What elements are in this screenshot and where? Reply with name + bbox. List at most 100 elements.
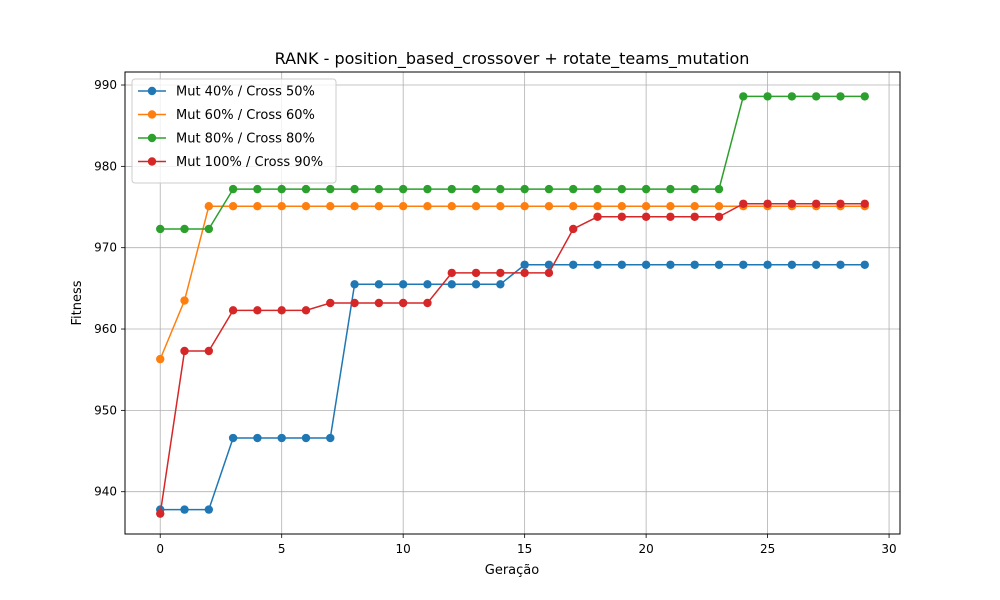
data-point — [277, 306, 286, 315]
legend-marker — [147, 86, 157, 96]
data-point — [228, 202, 238, 211]
x-tick-label: 15 — [517, 542, 532, 556]
data-point — [811, 260, 821, 269]
data-point — [350, 202, 359, 211]
y-tick-label: 950 — [94, 403, 117, 417]
data-point — [496, 280, 505, 289]
data-point — [471, 268, 481, 278]
data-point — [569, 202, 578, 211]
data-point — [520, 202, 529, 211]
data-point — [520, 268, 529, 278]
data-point — [496, 184, 505, 194]
data-point — [277, 202, 286, 211]
data-point — [398, 298, 408, 308]
data-point — [860, 260, 869, 269]
data-point — [471, 202, 481, 211]
data-point — [690, 202, 699, 211]
data-point — [423, 280, 432, 289]
data-point — [326, 202, 335, 211]
x-axis-label: Geração — [485, 563, 539, 578]
data-point — [301, 433, 311, 443]
data-point — [350, 298, 359, 308]
data-point — [811, 199, 821, 208]
data-point — [520, 260, 529, 269]
series-layer — [156, 92, 869, 518]
data-point — [714, 202, 724, 211]
data-point — [374, 280, 384, 289]
data-point — [398, 280, 408, 289]
data-point — [253, 306, 262, 315]
data-point — [398, 184, 408, 194]
y-tick-label: 970 — [94, 241, 117, 255]
data-point — [593, 260, 602, 269]
data-point — [569, 224, 578, 234]
data-point — [180, 505, 189, 514]
legend-item: Mut 40% / Cross 50% — [138, 85, 315, 100]
data-point — [180, 296, 189, 305]
x-tick-label: 30 — [881, 542, 896, 556]
data-point — [156, 509, 165, 518]
series-4 — [156, 199, 869, 518]
data-point — [739, 199, 748, 208]
data-point — [253, 433, 262, 443]
data-point — [520, 184, 529, 194]
data-point — [544, 268, 554, 278]
data-point — [447, 268, 456, 278]
data-point — [204, 505, 214, 514]
data-point — [593, 184, 602, 194]
data-point — [666, 184, 675, 194]
data-point — [544, 202, 554, 211]
y-axis: 940 950 960 970 980 990 — [94, 78, 125, 499]
data-point — [714, 260, 724, 269]
data-point — [374, 184, 384, 194]
series-2 — [156, 202, 869, 364]
legend-label: Mut 80% / Cross 80% — [176, 132, 315, 147]
data-point — [447, 184, 456, 194]
legend-marker — [147, 133, 157, 143]
data-point — [180, 346, 189, 356]
x-axis: 0 5 10 15 20 25 30 — [156, 534, 897, 556]
y-axis-label: Fitness — [70, 280, 85, 325]
data-point — [228, 184, 238, 194]
data-point — [374, 202, 384, 211]
series-3 — [156, 92, 869, 234]
data-point — [690, 260, 699, 269]
data-point — [617, 260, 627, 269]
data-point — [423, 202, 432, 211]
data-point — [763, 199, 772, 208]
data-point — [447, 202, 456, 211]
legend: Mut 40% / Cross 50% Mut 60% / Cross 60% Mu… — [131, 78, 337, 184]
data-point — [617, 184, 627, 194]
data-point — [496, 202, 505, 211]
series-1 — [156, 260, 869, 514]
data-point — [787, 199, 797, 208]
data-point — [156, 224, 165, 234]
data-point — [641, 212, 651, 221]
x-tick-label: 5 — [278, 542, 286, 556]
data-point — [326, 298, 335, 308]
data-point — [544, 184, 554, 194]
data-point — [277, 433, 286, 443]
x-tick-label: 25 — [760, 542, 775, 556]
data-point — [398, 202, 408, 211]
data-point — [787, 92, 797, 101]
data-point — [496, 268, 505, 278]
data-point — [641, 202, 651, 211]
data-point — [763, 260, 772, 269]
legend-item: Mut 100% / Cross 90% — [138, 155, 323, 170]
data-point — [836, 92, 845, 101]
data-point — [350, 184, 359, 194]
data-point — [739, 260, 748, 269]
legend-label: Mut 60% / Cross 60% — [176, 108, 315, 123]
data-point — [714, 212, 724, 221]
data-point — [204, 224, 214, 234]
data-point — [714, 184, 724, 194]
legend-marker — [147, 110, 157, 119]
data-point — [593, 202, 602, 211]
data-point — [326, 433, 335, 443]
data-point — [666, 212, 675, 221]
data-point — [690, 212, 699, 221]
legend-label: Mut 100% / Cross 90% — [176, 155, 323, 170]
data-point — [569, 260, 578, 269]
